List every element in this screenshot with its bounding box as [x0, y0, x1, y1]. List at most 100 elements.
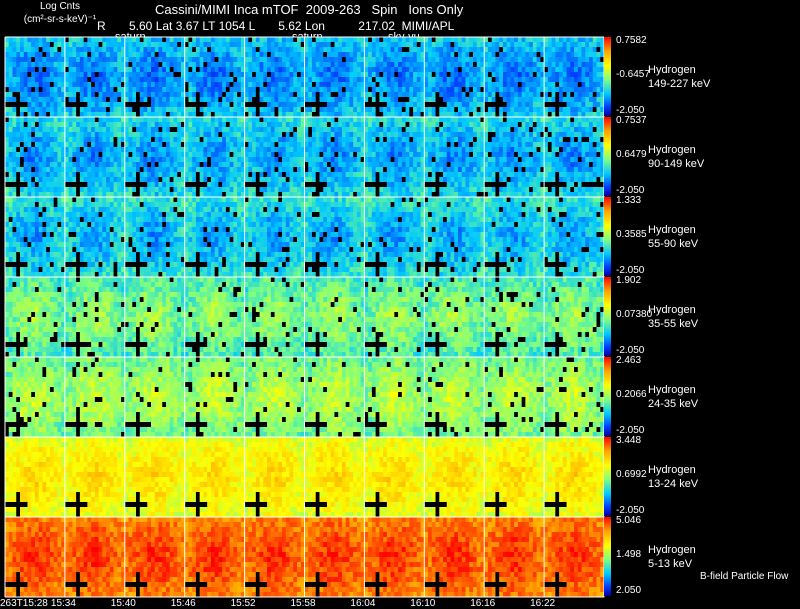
energy-range: 149-227 keV	[648, 77, 710, 91]
image-panel	[364, 517, 424, 597]
image-panel	[424, 517, 484, 597]
time-tick-label: 16:22	[530, 598, 555, 609]
image-panel	[305, 277, 365, 357]
image-panel	[125, 517, 185, 597]
image-panel	[5, 277, 65, 357]
colorbar-max-label: 2.463	[616, 355, 641, 366]
image-panel	[484, 277, 544, 357]
colorbar-min-label: 2.050	[616, 585, 641, 596]
image-panel	[305, 437, 365, 517]
image-panel	[424, 357, 484, 437]
colorbar-max-label: 3.448	[616, 435, 641, 446]
image-panel	[484, 117, 544, 197]
image-panel	[544, 277, 604, 357]
image-panel	[65, 37, 125, 117]
image-panel	[364, 357, 424, 437]
image-panel	[185, 277, 245, 357]
image-panel	[544, 197, 604, 277]
colorbar-max-label: 5.046	[616, 515, 641, 526]
colorbar	[604, 437, 611, 516]
species-label: Hydrogen 149-227 keV	[648, 63, 710, 91]
image-panel	[185, 37, 245, 117]
time-tick-label: 16:04	[350, 598, 375, 609]
species-label: Hydrogen 24-35 keV	[648, 383, 698, 411]
image-panel	[65, 197, 125, 277]
time-tick-label: 15:58	[291, 598, 316, 609]
image-panel	[484, 197, 544, 277]
species-label: Hydrogen 13-24 keV	[648, 463, 698, 491]
image-panel	[5, 37, 65, 117]
image-panel	[185, 197, 245, 277]
bfield-label: B-field Particle Flow	[700, 571, 788, 582]
image-panel	[484, 37, 544, 117]
colorbar	[604, 117, 611, 196]
time-tick-label: 15:52	[231, 598, 256, 609]
time-tick-label: 15:34	[51, 598, 76, 609]
time-tick-label: 263T15:28	[0, 598, 48, 609]
image-panel	[305, 37, 365, 117]
species-name: Hydrogen	[648, 543, 696, 557]
species-name: Hydrogen	[648, 383, 698, 397]
energy-range: 24-35 keV	[648, 397, 698, 411]
image-panel	[245, 437, 305, 517]
image-panel	[125, 277, 185, 357]
colorbar-max-label: 1.333	[616, 195, 641, 206]
colorbar	[604, 37, 611, 116]
colorbar-mid-label: 0.2066	[616, 389, 647, 400]
image-panel	[364, 277, 424, 357]
image-panel	[484, 357, 544, 437]
image-panel	[125, 37, 185, 117]
colorbar	[604, 357, 611, 436]
image-panel	[305, 357, 365, 437]
image-panel	[544, 357, 604, 437]
image-panel	[5, 517, 65, 597]
image-panel	[65, 517, 125, 597]
energy-range: 90-149 keV	[648, 157, 704, 171]
colorbar-max-label: 1.902	[616, 275, 641, 286]
image-panel	[185, 437, 245, 517]
image-panel	[245, 517, 305, 597]
image-panel	[65, 117, 125, 197]
image-panel	[305, 197, 365, 277]
time-tick-label: 16:16	[470, 598, 495, 609]
species-name: Hydrogen	[648, 143, 704, 157]
image-panel	[65, 437, 125, 517]
image-panel	[424, 437, 484, 517]
time-tick-label: 16:10	[410, 598, 435, 609]
image-panel	[424, 37, 484, 117]
image-panel	[305, 117, 365, 197]
image-panel	[5, 117, 65, 197]
image-panel	[5, 197, 65, 277]
image-panel	[544, 117, 604, 197]
image-panel	[245, 37, 305, 117]
image-panel	[125, 117, 185, 197]
image-panel	[364, 197, 424, 277]
image-panel	[544, 37, 604, 117]
time-tick-label: 15:46	[171, 598, 196, 609]
energy-range: 35-55 keV	[648, 317, 698, 331]
image-panel	[245, 197, 305, 277]
species-label: Hydrogen 55-90 keV	[648, 223, 698, 251]
image-panel	[305, 517, 365, 597]
colorbar	[604, 197, 611, 276]
image-panel	[544, 437, 604, 517]
colorbar-mid-label: -0.6457	[616, 69, 650, 80]
colorbar-max-label: 0.7582	[616, 35, 647, 46]
colorbar-mid-label: 0.07380	[616, 309, 652, 320]
image-panel	[245, 117, 305, 197]
colorbar-max-label: 0.7537	[616, 115, 647, 126]
image-panel	[424, 197, 484, 277]
species-name: Hydrogen	[648, 303, 698, 317]
image-panel	[65, 357, 125, 437]
colorbar	[604, 517, 611, 596]
colorbar-mid-label: 0.6479	[616, 149, 647, 160]
energy-range: 5-13 keV	[648, 557, 696, 571]
image-panel	[125, 437, 185, 517]
energy-range: 13-24 keV	[648, 477, 698, 491]
image-panel	[185, 357, 245, 437]
species-name: Hydrogen	[648, 223, 698, 237]
energy-range: 55-90 keV	[648, 237, 698, 251]
image-panel	[5, 357, 65, 437]
image-panel	[544, 517, 604, 597]
colorbar-mid-label: 0.3585	[616, 229, 647, 240]
